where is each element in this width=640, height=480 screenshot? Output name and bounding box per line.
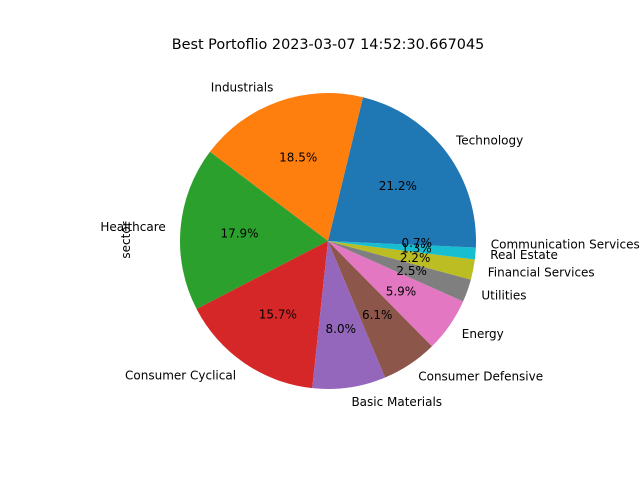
- slice-percent-label: 2.5%: [396, 264, 427, 278]
- pie-slices: [180, 93, 476, 390]
- pie-slice-healthcare: [180, 151, 328, 310]
- y-axis-label: sector: [119, 221, 133, 258]
- slice-label: Financial Services: [488, 266, 595, 280]
- pie-slice-technology: [328, 97, 476, 241]
- slice-label: Healthcare: [100, 220, 165, 234]
- slice-percent-label: 2.2%: [400, 251, 431, 265]
- slice-percent-label: 0.7%: [402, 236, 433, 250]
- slice-label: Basic Materials: [351, 395, 442, 409]
- slice-percent-label: 5.9%: [386, 285, 417, 299]
- pie-slice-energy: [328, 241, 464, 347]
- slice-percent-label: 15.7%: [259, 307, 297, 321]
- slice-label: Energy: [462, 327, 504, 341]
- slice-label: Industrials: [211, 81, 274, 95]
- slice-percent-label: 1.3%: [401, 242, 432, 256]
- pie-slice-real-estate: [328, 241, 476, 260]
- chart-title: Best Portoflio 2023-03-07 14:52:30.66704…: [172, 37, 485, 53]
- pie-slice-industrials: [209, 93, 363, 241]
- slice-label: Consumer Defensive: [418, 370, 543, 384]
- pie-slice-communication-services: [328, 241, 476, 248]
- pie-slice-utilities: [328, 241, 471, 302]
- pie-slice-basic-materials: [312, 241, 386, 390]
- pie-slice-labels: Technology Industrials Healthcare Consumer …: [100, 81, 639, 409]
- slice-label: Consumer Cyclical: [125, 368, 236, 382]
- pie-slice-consumer-defensive: [328, 241, 432, 378]
- slice-percent-label: 17.9%: [220, 226, 258, 240]
- slice-label: Utilities: [481, 289, 526, 303]
- slice-percent-label: 21.2%: [379, 179, 417, 193]
- slice-label: Technology: [455, 133, 523, 147]
- slice-percent-label: 8.0%: [326, 322, 357, 336]
- slice-percent-label: 18.5%: [279, 150, 317, 164]
- slice-percent-label: 6.1%: [362, 308, 393, 322]
- slice-label: Real Estate: [490, 248, 558, 262]
- pie-slice-consumer-cyclical: [196, 241, 328, 389]
- slice-label: Communication Services: [491, 238, 640, 252]
- pie-slice-financial-services: [328, 241, 475, 280]
- pie-percent-labels: 21.2% 18.5% 17.9% 15.7% 8.0% 6.1% 5.9% 2.5%2.2%…: [220, 150, 432, 336]
